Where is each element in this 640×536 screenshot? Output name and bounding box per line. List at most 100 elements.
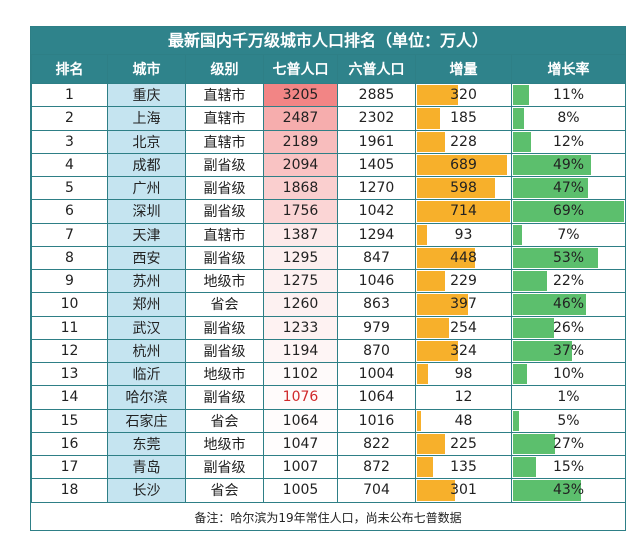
table-row: 4 成都 副省级 2094 1405 689 49% bbox=[31, 152, 626, 178]
cell-city: 长沙 bbox=[107, 478, 186, 503]
cell-increase-bar bbox=[417, 154, 507, 175]
cell-increase-label: 397 bbox=[450, 296, 477, 313]
table-row: 9 苏州 地级市 1275 1046 229 22% bbox=[31, 268, 626, 294]
cell-pop6: 1270 bbox=[337, 175, 416, 201]
cell-growth-rate-bar bbox=[513, 154, 592, 175]
cell-growth-rate-label: 22% bbox=[552, 273, 585, 290]
cell-rank: 3 bbox=[31, 129, 108, 154]
cell-growth-rate-label: 43% bbox=[552, 482, 585, 499]
cell-pop6: 1064 bbox=[337, 385, 416, 410]
cell-rank: 11 bbox=[31, 315, 108, 340]
cell-increase-bar bbox=[417, 85, 458, 106]
cell-level: 副省级 bbox=[185, 199, 264, 224]
cell-increase: 135 bbox=[415, 454, 512, 480]
cell-growth-rate: 47% bbox=[511, 175, 626, 201]
cell-rank: 6 bbox=[31, 199, 108, 224]
header-rank: 排名 bbox=[31, 54, 108, 84]
table-row: 5 广州 副省级 1868 1270 598 47% bbox=[31, 175, 626, 201]
cell-growth-rate: 69% bbox=[511, 199, 626, 224]
cell-increase: 714 bbox=[415, 199, 512, 224]
cell-city: 石家庄 bbox=[107, 408, 186, 433]
table-row: 10 郑州 省会 1260 863 397 46% bbox=[31, 292, 626, 317]
cell-growth-rate-bar bbox=[513, 480, 582, 501]
cell-rank: 18 bbox=[31, 478, 108, 503]
cell-rank: 1 bbox=[31, 82, 108, 108]
cell-growth-rate-label: 5% bbox=[557, 412, 580, 429]
cell-increase-label: 225 bbox=[450, 435, 477, 452]
cell-increase: 98 bbox=[415, 361, 512, 387]
cell-pop6: 1294 bbox=[337, 222, 416, 247]
cell-city: 哈尔滨 bbox=[107, 385, 186, 410]
table-row: 12 杭州 副省级 1194 870 324 37% bbox=[31, 338, 626, 364]
table-body: 1 重庆 直辖市 3205 2885 320 11% 2 上海 直辖市 2487 2302 185 8% 3… bbox=[31, 82, 626, 503]
cell-growth-rate-label: 7% bbox=[557, 226, 580, 243]
cell-increase: 598 bbox=[415, 175, 512, 201]
cell-growth-rate: 1% bbox=[511, 385, 626, 410]
cell-increase-label: 12 bbox=[454, 389, 473, 406]
cell-city: 成都 bbox=[107, 152, 186, 178]
cell-rank: 10 bbox=[31, 292, 108, 317]
cell-increase-bar bbox=[417, 224, 428, 245]
table-row: 14 哈尔滨 副省级 1076 1064 12 1% bbox=[31, 385, 626, 410]
cell-pop6: 870 bbox=[337, 338, 416, 364]
table-row: 7 天津 直辖市 1387 1294 93 7% bbox=[31, 222, 626, 247]
cell-growth-rate-label: 26% bbox=[552, 319, 585, 336]
cell-level: 地级市 bbox=[185, 268, 264, 294]
cell-increase-label: 229 bbox=[450, 273, 477, 290]
cell-pop6: 872 bbox=[337, 454, 416, 480]
table-row: 18 长沙 省会 1005 704 301 43% bbox=[31, 478, 626, 503]
cell-pop7: 1233 bbox=[263, 315, 338, 340]
cell-pop7: 1007 bbox=[263, 454, 338, 480]
cell-growth-rate-bar bbox=[513, 247, 598, 268]
cell-increase: 229 bbox=[415, 268, 512, 294]
cell-growth-rate-label: 12% bbox=[552, 133, 585, 150]
cell-pop6: 1004 bbox=[337, 361, 416, 387]
header-pop6: 六普人口 bbox=[337, 54, 416, 84]
cell-city: 西安 bbox=[107, 245, 186, 271]
cell-increase: 324 bbox=[415, 338, 512, 364]
cell-increase: 48 bbox=[415, 408, 512, 433]
cell-increase-bar bbox=[417, 178, 495, 199]
cell-increase-bar bbox=[417, 364, 429, 385]
cell-growth-rate-label: 53% bbox=[552, 249, 585, 266]
cell-growth-rate-bar bbox=[513, 271, 548, 292]
cell-increase-label: 714 bbox=[450, 203, 477, 220]
cell-city: 青岛 bbox=[107, 454, 186, 480]
cell-level: 直辖市 bbox=[185, 106, 264, 131]
cell-pop6: 979 bbox=[337, 315, 416, 340]
cell-rank: 13 bbox=[31, 361, 108, 387]
cell-growth-rate-bar bbox=[513, 340, 572, 361]
cell-pop6: 704 bbox=[337, 478, 416, 503]
cell-increase: 12 bbox=[415, 385, 512, 410]
cell-rank: 8 bbox=[31, 245, 108, 271]
cell-rank: 2 bbox=[31, 106, 108, 131]
cell-increase-label: 93 bbox=[454, 226, 473, 243]
population-table: 排名 城市 级别 七普人口 六普人口 增量 增长率 1 重庆 直辖市 3205 2885… bbox=[31, 54, 626, 503]
cell-growth-rate: 27% bbox=[511, 431, 626, 457]
cell-pop7: 1387 bbox=[263, 222, 338, 247]
cell-growth-rate-bar bbox=[513, 85, 529, 106]
table-row: 1 重庆 直辖市 3205 2885 320 11% bbox=[31, 82, 626, 108]
table-row: 3 北京 直辖市 2189 1961 228 12% bbox=[31, 129, 626, 154]
cell-level: 地级市 bbox=[185, 361, 264, 387]
cell-increase-label: 301 bbox=[450, 482, 477, 499]
cell-increase: 225 bbox=[415, 431, 512, 457]
cell-increase-label: 98 bbox=[454, 366, 473, 383]
cell-growth-rate-bar bbox=[513, 364, 528, 385]
cell-rank: 14 bbox=[31, 385, 108, 410]
cell-pop7: 1260 bbox=[263, 292, 338, 317]
cell-increase-label: 324 bbox=[450, 342, 477, 359]
cell-growth-rate: 53% bbox=[511, 245, 626, 271]
cell-increase: 689 bbox=[415, 152, 512, 178]
cell-growth-rate-label: 37% bbox=[552, 342, 585, 359]
cell-increase-bar bbox=[417, 317, 449, 338]
cell-growth-rate: 10% bbox=[511, 361, 626, 387]
header-growth-rate: 增长率 bbox=[511, 54, 626, 84]
table-row: 16 东莞 地级市 1047 822 225 27% bbox=[31, 431, 626, 457]
cell-increase-label: 135 bbox=[450, 459, 477, 476]
cell-growth-rate-label: 10% bbox=[552, 366, 585, 383]
cell-city: 北京 bbox=[107, 129, 186, 154]
cell-city: 苏州 bbox=[107, 268, 186, 294]
table-row: 11 武汉 副省级 1233 979 254 26% bbox=[31, 315, 626, 340]
cell-increase-bar bbox=[417, 108, 440, 129]
